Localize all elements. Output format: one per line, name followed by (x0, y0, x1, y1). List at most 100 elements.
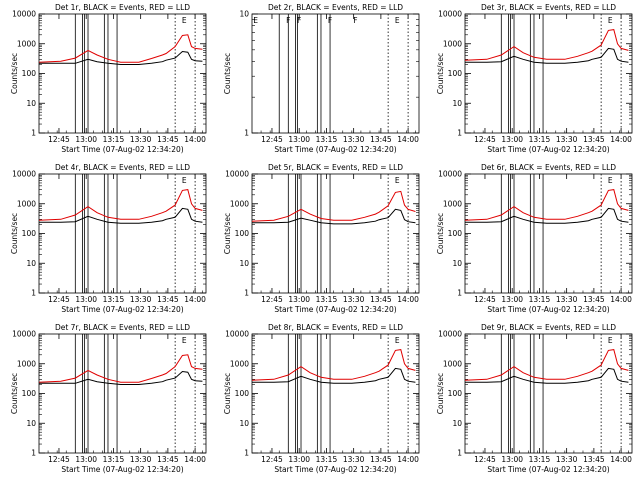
y-tick-label: 100 (448, 69, 463, 78)
panel-title: Det 3r, BLACK = Events, RED = LLD (481, 3, 616, 12)
y-axis-label: Counts/sec (10, 213, 19, 254)
x-tick-label: 13:45 (157, 455, 179, 464)
panel-det-5: Det 5r, BLACK = Events, RED = LLD 1 10 100 1… (223, 163, 420, 314)
y-tick-label: 10000 (225, 170, 249, 179)
flag-marker: E (182, 176, 187, 185)
series-line-black (39, 370, 203, 385)
panel-title: Det 1r, BLACK = Events, RED = LLD (55, 3, 190, 12)
x-tick-label: 13:15 (316, 135, 338, 144)
x-tick-label: 12:45 (261, 295, 283, 304)
y-tick-label: 10000 (438, 170, 462, 179)
y-tick-label: 1 (31, 289, 36, 298)
x-tick-label: 12:45 (261, 455, 283, 464)
plot-frame (251, 173, 420, 294)
y-tick-label: 1 (31, 129, 36, 138)
series-line-red (251, 190, 416, 222)
plot-frame (38, 173, 207, 294)
y-axis-label: Counts/sec (436, 53, 445, 94)
y-axis-label: Counts/sec (223, 213, 232, 254)
panel-det-2: Det 2r, BLACK = Events, RED = LLD 1 10 12:4… (223, 3, 420, 154)
y-tick-label: 10 (452, 99, 462, 108)
x-tick-label: 13:45 (370, 455, 392, 464)
series-line-black (252, 208, 416, 225)
y-tick-label: 1000 (443, 39, 462, 48)
x-tick-label: 13:15 (316, 295, 338, 304)
panel-det-6: Det 6r, BLACK = Events, RED = LLD 1 10 100 1… (436, 163, 633, 314)
y-tick-label: 1000 (17, 199, 36, 208)
panel-title: Det 6r, BLACK = Events, RED = LLD (481, 163, 616, 172)
x-tick-label: 13:30 (343, 295, 365, 304)
series-line-black (39, 50, 203, 65)
x-tick-label: 13:15 (103, 455, 125, 464)
y-tick-label: 10 (26, 419, 36, 428)
x-tick-label: 13:15 (529, 295, 551, 304)
y-tick-label: 10000 (438, 330, 462, 339)
flag-marker: F (297, 16, 301, 25)
x-tick-label: 12:45 (48, 295, 70, 304)
y-tick-label: 1 (457, 289, 462, 298)
series-line-red (38, 354, 203, 383)
x-tick-label: 13:30 (343, 455, 365, 464)
panel-title: Det 4r, BLACK = Events, RED = LLD (55, 163, 190, 172)
panel-title: Det 9r, BLACK = Events, RED = LLD (481, 323, 616, 332)
flag-marker: E (395, 16, 400, 25)
x-tick-label: 14:00 (184, 135, 206, 144)
x-tick-label: 12:45 (474, 135, 496, 144)
x-tick-label: 13:00 (75, 295, 97, 304)
x-axis-label: Start Time (07-Aug-02 12:34:20) (274, 145, 396, 154)
x-axis-label: Start Time (07-Aug-02 12:34:20) (274, 305, 396, 314)
x-tick-label: 14:00 (610, 135, 632, 144)
panel-title: Det 8r, BLACK = Events, RED = LLD (268, 323, 403, 332)
y-tick-label: 1000 (17, 39, 36, 48)
x-tick-label: 13:30 (130, 295, 152, 304)
y-tick-label: 10000 (12, 170, 36, 179)
y-tick-label: 1000 (443, 359, 462, 368)
flag-marker: E (608, 176, 613, 185)
y-tick-label: 1 (457, 449, 462, 458)
y-tick-label: 10 (452, 259, 462, 268)
y-tick-label: 1000 (17, 359, 36, 368)
x-tick-label: 13:00 (288, 295, 310, 304)
y-tick-label: 1 (244, 289, 249, 298)
x-tick-label: 12:45 (474, 295, 496, 304)
panel-title: Det 2r, BLACK = Events, RED = LLD (268, 3, 403, 12)
y-tick-label: 1 (244, 449, 249, 458)
x-tick-label: 14:00 (184, 455, 206, 464)
y-tick-label: 10 (239, 259, 249, 268)
y-tick-label: 100 (235, 229, 250, 238)
y-axis-label: Counts/sec (436, 373, 445, 414)
x-tick-label: 14:00 (397, 135, 419, 144)
panel-det-9: Det 9r, BLACK = Events, RED = LLD 1 10 100 1… (436, 323, 633, 474)
y-tick-label: 10 (26, 99, 36, 108)
y-axis-label: Counts/sec (223, 53, 232, 94)
panel-det-4: Det 4r, BLACK = Events, RED = LLD 1 10 100 1… (10, 163, 207, 314)
y-tick-label: 1 (457, 129, 462, 138)
x-tick-label: 14:00 (397, 295, 419, 304)
y-tick-label: 100 (22, 69, 37, 78)
x-tick-label: 13:45 (583, 135, 605, 144)
x-tick-label: 13:15 (529, 135, 551, 144)
x-tick-label: 12:45 (48, 455, 70, 464)
panel-det-1: Det 1r, BLACK = Events, RED = LLD 1 10 100 1… (10, 3, 207, 154)
x-tick-label: 13:30 (130, 455, 152, 464)
x-tick-label: 13:30 (556, 135, 578, 144)
y-tick-label: 10000 (438, 10, 462, 19)
series-line-red (464, 189, 629, 221)
plot-frame (38, 333, 207, 454)
x-tick-label: 14:00 (610, 295, 632, 304)
series-line-red (464, 349, 629, 381)
x-tick-label: 13:00 (75, 455, 97, 464)
x-tick-label: 12:45 (48, 135, 70, 144)
series-line-black (39, 207, 203, 224)
flag-marker: F (328, 16, 332, 25)
y-tick-label: 1000 (230, 359, 249, 368)
y-tick-label: 10000 (12, 330, 36, 339)
y-tick-label: 100 (235, 389, 250, 398)
x-tick-label: 13:30 (556, 455, 578, 464)
y-tick-label: 10 (452, 419, 462, 428)
plot-frame (251, 333, 420, 454)
y-tick-label: 1 (244, 129, 249, 138)
x-axis-label: Start Time (07-Aug-02 12:34:20) (487, 145, 609, 154)
series-line-black (465, 47, 629, 64)
